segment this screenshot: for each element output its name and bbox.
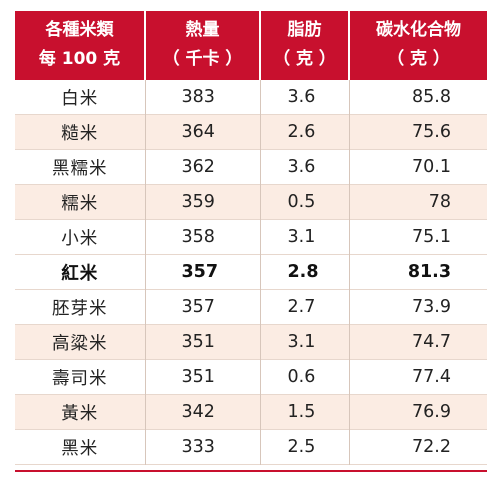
rice-name-cell: 高粱米 (15, 324, 146, 360)
fat-cell: 3.6 (260, 149, 350, 185)
header-carbohydrate-line2: （ 克 ） (387, 49, 450, 69)
table-row-highlighted: 紅米 357 2.8 81.3 (15, 254, 487, 290)
carbohydrate-cell: 73.9 (412, 297, 451, 317)
header-carbohydrate: 碳水化合物 （ 克 ） (349, 11, 487, 80)
calories-cell: 357 (145, 254, 261, 290)
fat-cell: 2.6 (260, 114, 350, 150)
table-bottom-rule (15, 470, 487, 472)
table-row: 糯米 359 0.5 78 (15, 184, 487, 220)
rice-name-cell: 黑米 (15, 429, 146, 465)
rice-name-cell: 糯米 (15, 184, 146, 220)
table-header: 各種米類 每 100 克 熱量 （ 千卡 ） 脂肪 （ 克 ） 碳水化合物 （ … (15, 11, 487, 80)
fat-cell: 1.5 (260, 394, 350, 430)
header-rice-type-line2: 每 100 克 (38, 49, 121, 69)
carbohydrate-cell: 72.2 (412, 437, 451, 457)
carbohydrate-cell: 75.6 (349, 114, 487, 150)
calories-cell: 342 (145, 394, 261, 430)
carbohydrate-cell: 74.7 (349, 324, 487, 360)
calories-cell: 358 (145, 219, 261, 255)
table-row: 黑糯米 362 3.6 70.1 (15, 149, 487, 185)
fat-cell: 0.6 (260, 359, 350, 395)
table-body: 白米 383 3.6 85.8 糙米 364 2.6 75.6 黑糯米 362 … (15, 80, 487, 465)
table-row: 糙米 364 2.6 75.6 (15, 114, 487, 150)
fat-cell: 3.1 (260, 219, 350, 255)
carbohydrate-cell: 78 (349, 184, 487, 220)
calories-cell: 351 (145, 359, 261, 395)
calories-cell: 362 (145, 149, 261, 185)
header-calories-line2: （ 千卡 ） (162, 49, 243, 69)
carbohydrate-cell: 70.1 (412, 157, 451, 177)
header-rice-type: 各種米類 每 100 克 (15, 11, 146, 80)
calories-cell: 359 (145, 184, 261, 220)
fat-cell: 2.7 (260, 289, 350, 325)
header-calories: 熱量 （ 千卡 ） (145, 11, 261, 80)
rice-name-cell: 白米 (15, 80, 146, 115)
rice-name-cell: 胚芽米 (15, 289, 146, 325)
rice-name-cell: 黑糯米 (15, 149, 146, 185)
header-fat: 脂肪 （ 克 ） (260, 11, 350, 80)
fat-cell: 3.6 (260, 80, 350, 115)
fat-cell: 0.5 (260, 184, 350, 220)
calories-cell: 364 (145, 114, 261, 150)
fat-cell: 2.5 (260, 429, 350, 465)
rice-name-cell: 紅米 (15, 254, 146, 290)
carbohydrate-cell: 85.8 (412, 87, 451, 107)
rice-name-cell: 黃米 (15, 394, 146, 430)
carbohydrate-cell: 75.1 (412, 227, 451, 247)
table-row: 黃米 342 1.5 76.9 (15, 394, 487, 430)
fat-cell: 3.1 (260, 324, 350, 360)
header-fat-line2: （ 克 ） (273, 49, 336, 69)
fat-cell: 2.8 (260, 254, 350, 290)
table-row: 小米 358 3.1 75.1 (15, 219, 487, 255)
header-rice-type-line1: 各種米類 (45, 20, 114, 40)
header-fat-line1: 脂肪 (287, 20, 322, 40)
carbohydrate-cell: 77.4 (412, 367, 451, 387)
table-row: 胚芽米 357 2.7 73.9 (15, 289, 487, 325)
rice-name-cell: 壽司米 (15, 359, 146, 395)
table-row: 黑米 333 2.5 72.2 (15, 429, 487, 465)
carbohydrate-cell: 76.9 (349, 394, 487, 430)
calories-cell: 351 (145, 324, 261, 360)
calories-cell: 357 (145, 289, 261, 325)
calories-cell: 383 (145, 80, 261, 115)
header-row: 各種米類 每 100 克 熱量 （ 千卡 ） 脂肪 （ 克 ） 碳水化合物 （ … (15, 11, 487, 80)
header-calories-line1: 熱量 (185, 20, 220, 40)
rice-nutrition-table: 各種米類 每 100 克 熱量 （ 千卡 ） 脂肪 （ 克 ） 碳水化合物 （ … (15, 11, 487, 465)
rice-name-cell: 糙米 (15, 114, 146, 150)
calories-cell: 333 (145, 429, 261, 465)
rice-name-cell: 小米 (15, 219, 146, 255)
header-carbohydrate-line1: 碳水化合物 (376, 20, 461, 40)
table-row: 壽司米 351 0.6 77.4 (15, 359, 487, 395)
nutrition-table-frame: 各種米類 每 100 克 熱量 （ 千卡 ） 脂肪 （ 克 ） 碳水化合物 （ … (15, 11, 487, 465)
table-row: 高粱米 351 3.1 74.7 (15, 324, 487, 360)
carbohydrate-cell: 81.3 (407, 262, 451, 282)
table-row: 白米 383 3.6 85.8 (15, 80, 487, 115)
